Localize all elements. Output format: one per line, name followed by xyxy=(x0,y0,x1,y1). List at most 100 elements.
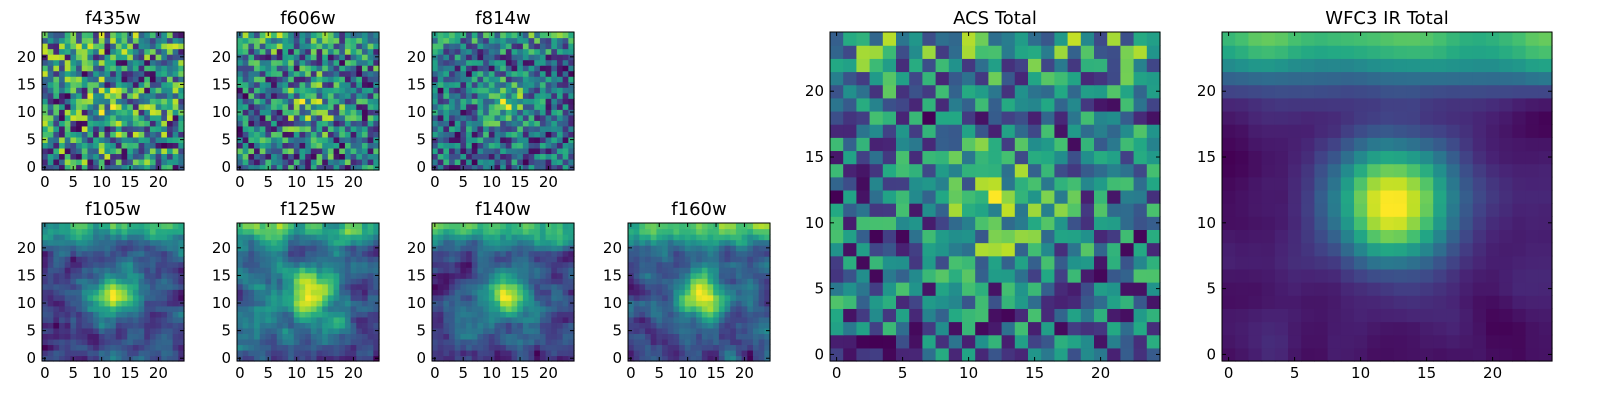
heatmap-cell xyxy=(1014,282,1029,296)
heatmap-cell xyxy=(747,278,754,285)
heatmap-cell xyxy=(988,176,1003,191)
heatmap-cell xyxy=(47,147,54,155)
heatmap-cell xyxy=(242,43,249,50)
heatmap-cell xyxy=(254,234,261,241)
heatmap-cell xyxy=(437,43,444,50)
heatmap-cell xyxy=(138,120,145,127)
heatmap-cell xyxy=(293,239,301,246)
heatmap-cell xyxy=(517,153,524,160)
heatmap-cell xyxy=(316,32,323,39)
heatmap-cell xyxy=(494,76,501,83)
heatmap-cell xyxy=(322,109,329,116)
heatmap-cell xyxy=(344,278,352,285)
heatmap-cell xyxy=(673,256,680,263)
heatmap-cell xyxy=(373,37,380,44)
heatmap-cell xyxy=(460,65,467,72)
heatmap-cell xyxy=(500,349,507,357)
heatmap-cell xyxy=(517,349,524,357)
heatmap-cell xyxy=(42,92,49,99)
heatmap-cell xyxy=(935,282,950,296)
heatmap-cell xyxy=(242,272,249,279)
heatmap-cell xyxy=(562,256,569,263)
heatmap-cell xyxy=(70,70,77,77)
heatmap-cell xyxy=(59,158,66,166)
heatmap-cell xyxy=(505,92,513,99)
heatmap-cell xyxy=(42,256,49,263)
heatmap-cell xyxy=(127,333,134,340)
heatmap-cell xyxy=(650,355,657,362)
heatmap-cell xyxy=(483,322,490,329)
heatmap-cell xyxy=(662,294,669,301)
heatmap-cell xyxy=(505,136,513,143)
heatmap-cell xyxy=(316,289,323,296)
heatmap-cell xyxy=(149,147,157,155)
heatmap-cell xyxy=(288,250,295,257)
heatmap-cell xyxy=(724,333,731,340)
heatmap-cell xyxy=(121,87,128,94)
heatmap-cell xyxy=(254,322,261,329)
heatmap-cell xyxy=(361,87,369,94)
heatmap-cell xyxy=(248,54,255,61)
heatmap-cell xyxy=(724,322,731,329)
heatmap-cell xyxy=(494,338,501,346)
heatmap-cell xyxy=(494,322,501,329)
heatmap-cell xyxy=(322,349,329,357)
heatmap-cell xyxy=(115,48,123,55)
heatmap-cell xyxy=(81,305,89,312)
heatmap-cell xyxy=(432,316,439,323)
heatmap-cell xyxy=(361,261,369,268)
heatmap-cell xyxy=(271,223,278,230)
heatmap-cell xyxy=(679,289,686,296)
heatmap-cell xyxy=(367,103,374,110)
heatmap-cell xyxy=(656,289,663,296)
heatmap-cell xyxy=(449,223,456,230)
heatmap-cell xyxy=(539,333,547,340)
heatmap-cell xyxy=(161,147,168,155)
heatmap-cell xyxy=(432,256,439,263)
heatmap-cells xyxy=(237,223,380,362)
heatmap-cell xyxy=(237,70,244,77)
heatmap-cell xyxy=(724,267,731,274)
heatmap-cell xyxy=(707,344,714,351)
heatmap-cell xyxy=(701,250,709,257)
heatmap-cell xyxy=(701,327,709,334)
heatmap-cell xyxy=(539,125,547,132)
heatmap-cell xyxy=(333,48,340,55)
heatmap-cell xyxy=(350,316,357,323)
heatmap-cell xyxy=(98,120,106,127)
heatmap-cell xyxy=(265,48,272,55)
heatmap-cell xyxy=(248,283,255,290)
heatmap-cell xyxy=(522,327,530,334)
heatmap-cell xyxy=(242,223,249,230)
heatmap-cell xyxy=(690,239,697,246)
heatmap-cell xyxy=(121,103,128,110)
heatmap-cell xyxy=(53,147,60,155)
heatmap-cell xyxy=(1094,308,1108,323)
heatmap-cell xyxy=(288,32,295,39)
heatmap-cell xyxy=(259,147,266,155)
heatmap-cell xyxy=(568,147,575,155)
heatmap-cell xyxy=(1041,216,1055,230)
heatmap-cell xyxy=(310,98,318,105)
heatmap-cell xyxy=(432,158,439,166)
heatmap-cell xyxy=(327,37,335,44)
heatmap-cell xyxy=(115,228,123,235)
heatmap-cell xyxy=(271,300,278,307)
heatmap-cell xyxy=(254,32,261,39)
heatmap-cell xyxy=(276,355,284,362)
heatmap-cell xyxy=(121,81,128,88)
heatmap-cell xyxy=(310,164,318,171)
heatmap-cell xyxy=(673,355,680,362)
heatmap-cell xyxy=(522,322,530,329)
heatmap-cell xyxy=(471,114,479,121)
heatmap-cell xyxy=(310,48,318,55)
heatmap-cell xyxy=(98,239,106,246)
heatmap-cell xyxy=(443,54,450,61)
heatmap-cell xyxy=(869,308,884,323)
heatmap-cell xyxy=(316,70,323,77)
heatmap-cell xyxy=(764,338,771,346)
heatmap-cell xyxy=(882,229,897,244)
heatmap-cell xyxy=(494,153,501,160)
heatmap-cell xyxy=(144,114,151,121)
heatmap-cell xyxy=(505,250,513,257)
